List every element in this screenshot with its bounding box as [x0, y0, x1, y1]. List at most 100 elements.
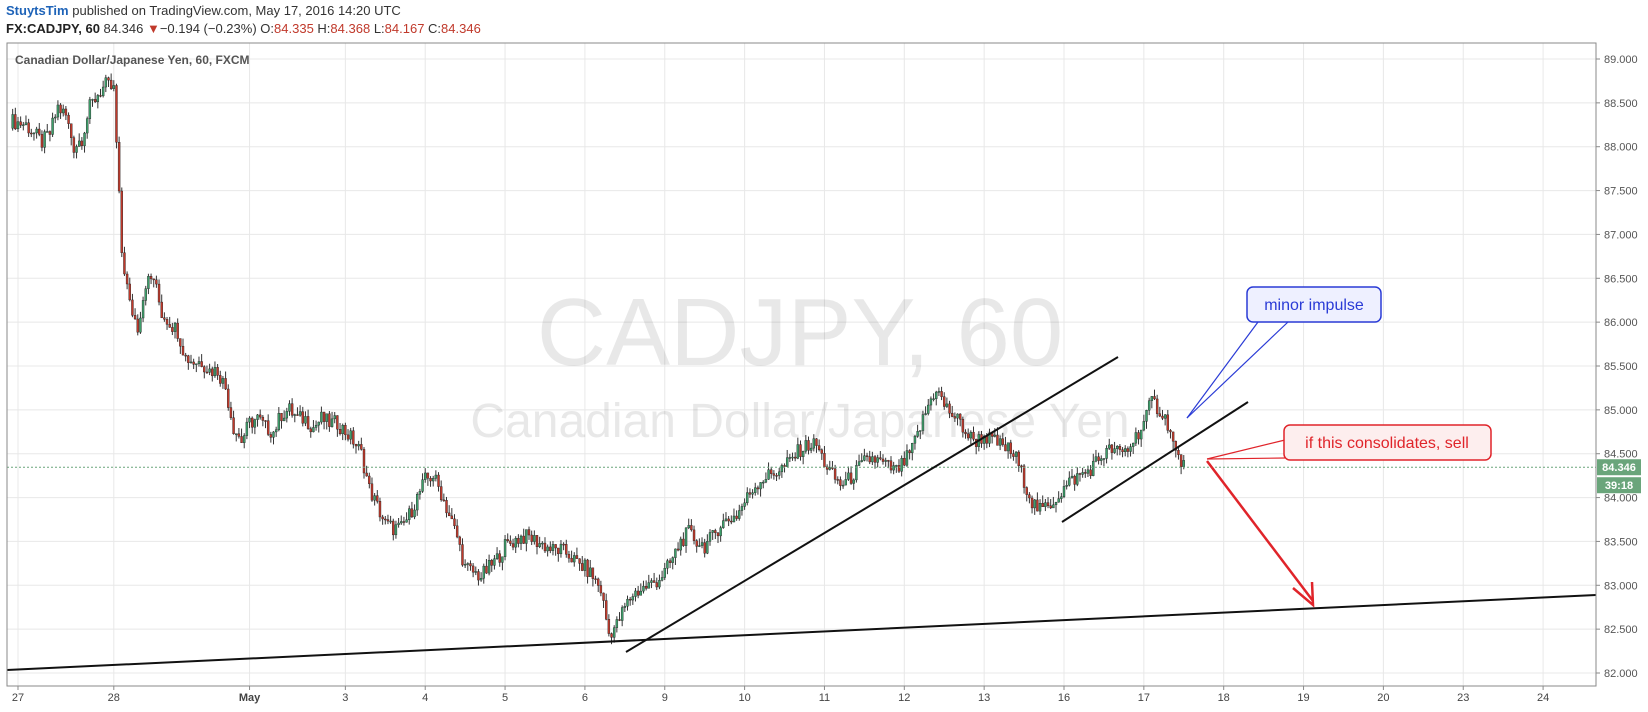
candle-down	[958, 413, 962, 420]
candle-down	[756, 487, 760, 490]
candle-up	[416, 494, 419, 511]
candle-up	[639, 590, 643, 596]
candle-down	[618, 619, 621, 621]
candle-up	[1124, 448, 1127, 453]
candle-down	[301, 411, 304, 424]
candle-up	[1102, 458, 1106, 460]
watermark-name: Canadian Dollar/Japanese Yen	[470, 395, 1129, 448]
candle-down	[485, 565, 488, 574]
candle-down	[181, 345, 185, 356]
x-tick-label: 4	[422, 692, 428, 704]
candle-up	[905, 450, 909, 466]
candle-up	[314, 424, 318, 428]
candle-down	[306, 416, 310, 429]
candle-down	[205, 371, 209, 374]
candle-down	[610, 633, 613, 638]
candle-up	[620, 607, 624, 621]
publish-info: StuytsTim published on TradingView.com, …	[6, 3, 401, 18]
candle-down	[109, 79, 113, 89]
candle-down	[453, 518, 456, 527]
candle-down	[48, 131, 52, 135]
candle-down	[352, 430, 355, 445]
y-axis[interactable]: 82.000 82.500 83.000 83.500 84.000 84.500 85.0…	[1596, 54, 1638, 680]
chart-grid	[7, 43, 1596, 686]
candle-down	[269, 434, 273, 438]
candle-down	[865, 455, 869, 457]
candle-down	[290, 403, 294, 416]
candle-down	[136, 318, 139, 333]
candle-down	[1001, 438, 1004, 445]
candle-up	[583, 559, 587, 571]
candle-down	[833, 468, 837, 480]
candle-up	[1100, 458, 1103, 461]
candle-down	[881, 458, 885, 462]
candle-up	[679, 538, 682, 551]
candle-down	[362, 449, 366, 474]
candle-down	[1036, 499, 1039, 512]
candle-down	[676, 548, 680, 551]
candle-up	[1070, 475, 1074, 479]
candle-down	[163, 317, 166, 320]
candle-down	[378, 501, 382, 518]
candle-down	[594, 578, 597, 580]
candle-up	[1113, 448, 1116, 453]
candle-down	[490, 560, 493, 566]
candle-down	[692, 529, 696, 541]
candle-down	[392, 520, 395, 536]
channel-trendline[interactable]	[1061, 401, 1249, 523]
candle-down	[344, 425, 347, 436]
rising-trendline[interactable]	[625, 356, 1119, 653]
candle-down	[376, 495, 379, 502]
candle-down	[695, 540, 698, 547]
candle-down	[386, 519, 390, 522]
candle-up	[304, 416, 307, 424]
x-axis[interactable]: 27 28 May 3 4 5 6 9 10 11 12 13 16 17 18 19 20 23 24	[12, 686, 1549, 704]
candle-up	[612, 627, 616, 638]
callout-pointer	[1186, 321, 1259, 419]
candle-down	[908, 450, 911, 454]
candle-down	[868, 456, 871, 463]
candle-up	[189, 361, 193, 364]
candle-down	[1121, 449, 1124, 453]
candle-up	[173, 322, 177, 332]
candle-down	[219, 375, 222, 384]
candle-down	[887, 460, 890, 462]
candle-up	[626, 598, 629, 607]
candle-up	[43, 131, 46, 148]
candle-up	[274, 429, 278, 433]
price-change: −0.194 (−0.23%)	[159, 21, 257, 36]
candle-down	[165, 319, 169, 325]
candle-up	[988, 432, 991, 444]
candle-up	[666, 560, 669, 569]
candle-down	[450, 515, 454, 520]
candle-down	[1025, 487, 1028, 495]
candle-down	[714, 530, 717, 534]
candle-up	[1062, 486, 1066, 497]
author-link[interactable]: StuytsTim	[6, 3, 69, 18]
candle-down	[823, 453, 826, 468]
minor-impulse-annotation[interactable]: minor impulse	[1186, 286, 1382, 419]
candle-up	[945, 403, 949, 407]
candle-up	[282, 417, 286, 422]
candle-up	[1065, 485, 1068, 487]
support-trendline[interactable]	[6, 594, 1597, 671]
candle-down	[567, 554, 571, 559]
candle-down	[511, 543, 515, 548]
candle-down	[530, 534, 533, 542]
candle-down	[1049, 505, 1052, 509]
candle-down	[14, 114, 17, 130]
candle-up	[474, 571, 477, 573]
candle-down	[426, 472, 430, 479]
candle-down	[727, 518, 730, 522]
candle-up	[658, 580, 661, 588]
candle-down	[597, 578, 600, 586]
x-tick-label: 5	[502, 692, 508, 704]
sell-annotation[interactable]: if this consolidates, sell	[1206, 424, 1492, 608]
candle-up	[1081, 472, 1084, 475]
candle-up	[394, 524, 398, 536]
trendlines-layer[interactable]	[6, 356, 1597, 671]
candle-down	[783, 465, 786, 467]
candle-down	[522, 535, 525, 544]
candle-down	[40, 134, 44, 148]
